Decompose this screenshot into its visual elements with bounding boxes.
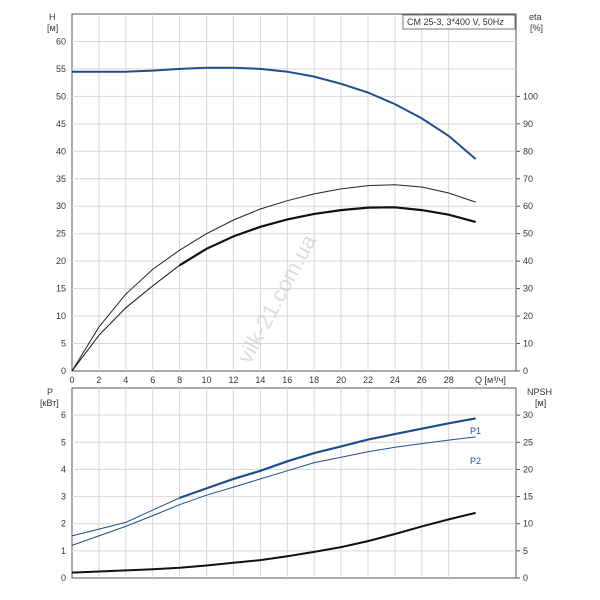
y-left-tick-label: 20 [56, 256, 66, 266]
y-left-tick-label: 50 [56, 91, 66, 101]
y-right-tick-label: 30 [523, 410, 533, 420]
y-right-tick-label: 50 [523, 229, 533, 239]
x-tick-label: 22 [363, 375, 373, 385]
x-tick-label: 24 [390, 375, 400, 385]
y-right-tick-label: 80 [523, 146, 533, 156]
y-left-tick-label: 35 [56, 174, 66, 184]
x-tick-label: 20 [336, 375, 346, 385]
y-left-tick-label: 25 [56, 229, 66, 239]
top-x-ticks: 0 2 4 6 8 10 12 14 16 18 20 22 24 26 28 [69, 375, 453, 385]
x-tick-label: 2 [96, 375, 101, 385]
y-left-tick-label: 3 [61, 492, 66, 502]
series-line-emphasis-p1 [179, 417, 476, 499]
series-line-p1 [71, 417, 476, 537]
top-y-right-label-unit: [%] [530, 23, 543, 33]
y-right-tick-label: 60 [523, 201, 533, 211]
top-series [71, 66, 477, 372]
x-tick-label: 0 [69, 375, 74, 385]
y-right-tick-label: 90 [523, 119, 533, 129]
top-panel: 0 2 4 6 8 10 12 14 16 18 20 22 24 26 28 05101520253035… [47, 12, 543, 385]
top-y-right-ticks: 0 10 20 30 40 50 60 70 80 90 100 [516, 91, 538, 376]
y-right-tick-label: 30 [523, 284, 533, 294]
y-left-tick-label: 0 [61, 366, 66, 376]
top-x-axis-label: Q [м³/ч] [475, 375, 506, 385]
chart-title-box [402, 14, 516, 30]
bottom-y-right-label-unit: [м] [535, 398, 546, 408]
top-plot-frame [71, 13, 517, 372]
bottom-y-right-label-name: NPSH [527, 387, 552, 397]
series-line-npsh-bold [71, 511, 476, 574]
bottom-panel: 0 1 2 3 4 5 6 0 5 10 15 20 25 30 P [кВт] NPSH [м] P1… [40, 387, 552, 583]
y-right-tick-label: 20 [523, 464, 533, 474]
series-label-p1: P1 [470, 426, 481, 436]
y-left-tick-label: 10 [56, 311, 66, 321]
series-line-npsh [71, 512, 476, 574]
y-right-tick-label: 15 [523, 492, 533, 502]
top-y-left-label-name: H [49, 12, 56, 22]
y-left-tick-label: 2 [61, 519, 66, 529]
y-left-tick-label: 60 [56, 36, 66, 46]
y-right-tick-label: 40 [523, 256, 533, 266]
y-left-tick-label: 6 [61, 410, 66, 420]
series-label-p2: P2 [470, 456, 481, 466]
series-line-head [72, 66, 477, 160]
y-left-tick-label: 55 [56, 64, 66, 74]
y-right-tick-label: 25 [523, 437, 533, 447]
x-tick-label: 16 [282, 375, 292, 385]
series-line-0 [72, 67, 476, 160]
y-left-tick-label: 30 [56, 201, 66, 211]
bottom-y-left-label-unit: [кВт] [40, 398, 59, 408]
bottom-y-left-label-name: P [47, 387, 53, 397]
top-y-left-ticks: 0 5 10 15 20 25 30 35 40 45 50 55 60 [56, 36, 66, 376]
y-left-tick-label: 45 [56, 119, 66, 129]
x-tick-label: 26 [417, 375, 427, 385]
x-tick-label: 14 [255, 375, 265, 385]
top-grid [72, 14, 516, 371]
y-left-tick-label: 5 [61, 437, 66, 447]
bottom-y-right-ticks: 0 5 10 15 20 25 30 [516, 410, 533, 583]
y-right-tick-label: 0 [523, 366, 528, 376]
y-left-tick-label: 40 [56, 146, 66, 156]
bottom-grid [72, 388, 516, 578]
bottom-y-left-ticks: 0 1 2 3 4 5 6 [61, 410, 66, 583]
y-right-tick-label: 20 [523, 311, 533, 321]
x-tick-label: 18 [309, 375, 319, 385]
y-right-tick-label: 100 [523, 91, 538, 101]
y-right-tick-label: 70 [523, 174, 533, 184]
y-right-tick-label: 10 [523, 519, 533, 529]
y-right-tick-label: 10 [523, 339, 533, 349]
bottom-series [71, 417, 476, 574]
watermark: vilk-21.com.ua [232, 230, 321, 368]
y-right-tick-label: 5 [523, 546, 528, 556]
y-left-tick-label: 5 [61, 339, 66, 349]
y-left-tick-label: 1 [61, 546, 66, 556]
series-line-emphasis-2 [179, 206, 476, 267]
x-tick-label: 6 [150, 375, 155, 385]
x-tick-label: 8 [177, 375, 182, 385]
top-y-right-label-name: eta [529, 12, 542, 22]
chart-title: CM 25-3, 3*400 V, 50Hz [407, 17, 504, 27]
y-right-tick-label: 0 [523, 573, 528, 583]
x-tick-label: 4 [123, 375, 128, 385]
y-left-tick-label: 0 [61, 573, 66, 583]
y-left-tick-label: 4 [61, 464, 66, 474]
x-tick-label: 12 [228, 375, 238, 385]
y-left-tick-label: 15 [56, 284, 66, 294]
series-line-1 [71, 184, 476, 372]
bottom-plot-frame [71, 387, 517, 579]
series-line-p2 [71, 436, 476, 546]
x-tick-label: 28 [444, 375, 454, 385]
x-tick-label: 10 [202, 375, 212, 385]
top-y-left-label-unit: [м] [47, 23, 58, 33]
